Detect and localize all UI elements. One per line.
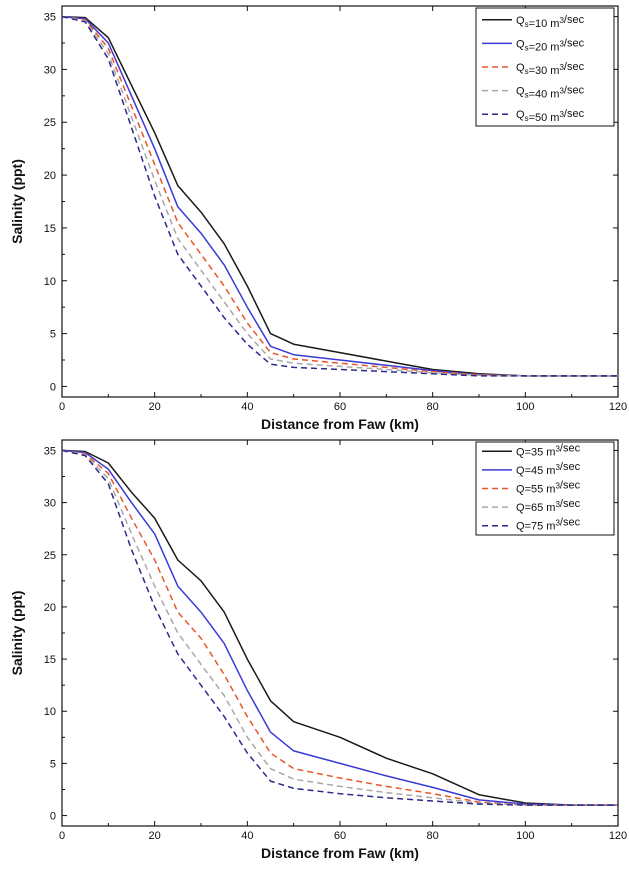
x-tick-label: 120 [609, 401, 627, 413]
legend-label: Qs=20 m3/sec [516, 37, 585, 53]
legend-label: Q=75 m3/sec [516, 517, 581, 533]
series-line-5 [61, 449, 618, 806]
x-axis-label: Distance from Faw (km) [261, 845, 419, 861]
legend-label: Qs=30 m3/sec [516, 61, 585, 77]
y-tick-label: 35 [44, 445, 56, 457]
y-tick-label: 15 [44, 223, 56, 235]
series-line-1 [61, 15, 618, 377]
y-axis-label: Salinity (ppt) [9, 591, 25, 676]
x-axis-label: Distance from Faw (km) [261, 416, 419, 432]
x-tick-label: 80 [427, 830, 439, 842]
legend: Qs=10 m3/sec Qs=20 m3/sec Qs=30 m3/sec Qs=4… [475, 7, 615, 127]
legend-box [475, 441, 615, 536]
y-tick-label: 30 [44, 64, 56, 76]
x-tick-label: 20 [149, 830, 161, 842]
x-tick-label: 80 [427, 401, 439, 413]
legend-label: Qs=10 m3/sec [516, 14, 585, 30]
x-tick-label: 40 [241, 830, 253, 842]
y-tick-label: 15 [44, 654, 56, 666]
x-tick-label: 100 [516, 830, 534, 842]
series-line-1 [61, 449, 618, 806]
y-tick-label: 5 [50, 329, 56, 341]
x-tick-label: 100 [516, 401, 534, 413]
series-line-5 [61, 15, 618, 377]
legend-box [475, 7, 615, 127]
y-axis-label: Salinity (ppt) [9, 159, 25, 244]
y-tick-label: 25 [44, 117, 56, 129]
y-tick-label: 0 [50, 811, 56, 823]
y-tick-label: 0 [50, 381, 56, 393]
x-tick-label: 20 [149, 401, 161, 413]
legend-label: Q=45 m3/sec [516, 461, 581, 477]
x-tick-label: 120 [609, 830, 627, 842]
y-tick-label: 20 [44, 602, 56, 614]
y-tick-label: 10 [44, 276, 56, 288]
y-tick-label: 30 [44, 498, 56, 510]
legend-label: Qs=50 m3/sec [516, 108, 585, 124]
x-tick-label: 60 [334, 401, 346, 413]
legend: Q=35 m3/sec Q=45 m3/sec Q=55 m3/sec Q=65 m3… [475, 441, 615, 536]
series-line-3 [61, 449, 618, 806]
legend-label: Qs=40 m3/sec [516, 85, 585, 101]
x-tick-label: 0 [59, 830, 65, 842]
y-tick-label: 20 [44, 170, 56, 182]
legend-label: Q=35 m3/sec [516, 442, 581, 458]
series-line-2 [61, 449, 618, 806]
legend-label: Q=55 m3/sec [516, 480, 581, 496]
x-tick-label: 0 [59, 401, 65, 413]
x-tick-label: 40 [241, 401, 253, 413]
y-tick-label: 35 [44, 12, 56, 24]
series-line-4 [61, 449, 618, 806]
x-tick-label: 60 [334, 830, 346, 842]
legend-label: Q=65 m3/sec [516, 498, 581, 514]
chart-2: 0 20 40 60 80 100 120 0 5 10 15 20 25 30 35 Distance fr… [9, 439, 627, 861]
y-tick-label: 10 [44, 706, 56, 718]
y-tick-label: 25 [44, 550, 56, 562]
chart-1: 0 20 40 60 80 100 120 0 5 10 15 20 25 30 35 Distance fr… [9, 5, 627, 432]
y-tick-label: 5 [50, 758, 56, 770]
